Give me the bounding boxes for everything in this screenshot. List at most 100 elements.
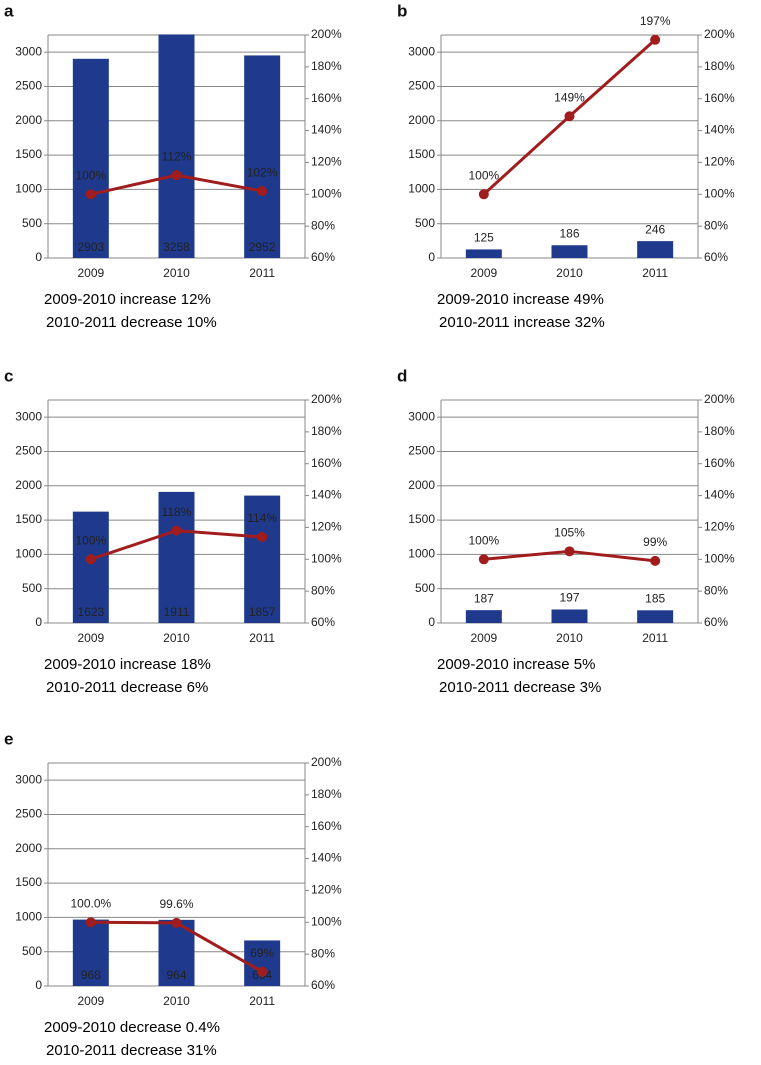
line-marker	[257, 186, 268, 197]
y-tick-label: 1500	[408, 147, 435, 161]
y2-tick-label: 160%	[704, 456, 735, 470]
bar-value-label: 186	[559, 226, 579, 240]
y2-tick-label: 60%	[311, 615, 335, 629]
line-marker	[564, 111, 575, 122]
y2-tick-label: 80%	[704, 218, 728, 232]
y2-tick-label: 60%	[704, 250, 728, 264]
x-tick-label: 2009	[77, 631, 104, 645]
bar	[465, 610, 502, 623]
chart-panel: a 0 500 1000 1500 2000 2500 3000 60% 80% 100% 120% 1…	[4, 1, 342, 330]
x-tick-label: 2011	[249, 266, 275, 280]
bar	[72, 919, 109, 986]
y2-tick-label: 160%	[704, 91, 735, 105]
chart-panel: d 0 500 1000 1500 2000 2500 3000 60% 80% 100% 120% 1…	[397, 366, 735, 695]
y-tick-label: 0	[428, 250, 435, 264]
bar	[637, 610, 674, 623]
bar-value-label: 185	[645, 591, 665, 605]
bar	[465, 249, 502, 258]
x-tick-label: 2011	[642, 631, 668, 645]
caption: 2009-2010 increase 49%	[437, 291, 604, 308]
y2-tick-label: 200%	[311, 27, 342, 41]
y-tick-label: 3000	[15, 772, 42, 786]
line-marker	[85, 917, 96, 928]
y-tick-label: 500	[22, 216, 42, 230]
panel-label: c	[4, 366, 13, 385]
line-value-label: 100%	[75, 168, 106, 182]
line-value-label: 118%	[162, 505, 192, 519]
x-tick-label: 2011	[249, 631, 275, 645]
y2-tick-label: 120%	[704, 520, 735, 534]
y2-tick-label: 80%	[311, 218, 335, 232]
y2-tick-label: 100%	[311, 551, 342, 565]
x-tick-label: 2010	[163, 994, 190, 1008]
y2-tick-label: 100%	[704, 186, 735, 200]
panel-label: d	[397, 366, 407, 385]
x-tick-label: 2011	[249, 994, 275, 1008]
bar-value-label: 968	[81, 968, 101, 982]
y2-tick-label: 60%	[704, 615, 728, 629]
bar	[244, 495, 281, 623]
y2-tick-label: 140%	[704, 123, 735, 137]
line-value-label: 100%	[468, 168, 499, 182]
x-tick-label: 2009	[77, 266, 104, 280]
y2-tick-label: 140%	[704, 488, 735, 502]
y2-tick-label: 140%	[311, 851, 342, 865]
y-tick-label: 1000	[15, 547, 42, 561]
chart-panel: b 0 500 1000 1500 2000 2500 3000 60% 80% 100% 120% 1…	[397, 1, 735, 330]
bar	[551, 245, 588, 258]
y-tick-label: 2000	[15, 478, 42, 492]
bar	[72, 58, 109, 258]
bar-value-label: 125	[474, 231, 494, 245]
bar	[158, 34, 195, 258]
y-tick-label: 2500	[408, 79, 435, 93]
line-value-label: 105%	[554, 525, 585, 539]
y-tick-label: 3000	[408, 409, 435, 423]
y-tick-label: 500	[415, 581, 435, 595]
y-tick-label: 2500	[408, 444, 435, 458]
y2-tick-label: 180%	[704, 424, 735, 438]
y-tick-label: 0	[35, 250, 42, 264]
y2-tick-label: 180%	[311, 787, 342, 801]
y2-tick-label: 140%	[311, 123, 342, 137]
caption: 2009-2010 increase 12%	[44, 291, 211, 308]
line-marker	[85, 189, 96, 200]
line-marker	[478, 554, 489, 565]
chart-panel: e 0 500 1000 1500 2000 2500 3000 60% 80% 100% 120% 1…	[4, 729, 342, 1058]
y2-tick-label: 100%	[704, 551, 735, 565]
caption: 2009-2010 decrease 0.4%	[44, 1019, 220, 1036]
x-tick-label: 2010	[556, 631, 583, 645]
y2-tick-label: 120%	[311, 155, 342, 169]
y-tick-label: 1500	[15, 875, 42, 889]
y2-tick-label: 80%	[311, 583, 335, 597]
bar-value-label: 3258	[163, 240, 190, 254]
bar	[551, 609, 588, 623]
y2-tick-label: 120%	[311, 520, 342, 534]
line-value-label: 114%	[247, 511, 277, 525]
line-marker	[478, 189, 489, 200]
bar-value-label: 187	[474, 591, 494, 605]
y2-tick-label: 200%	[311, 392, 342, 406]
x-tick-label: 2010	[163, 631, 190, 645]
line-value-label: 100%	[468, 533, 499, 547]
caption: 2010-2011 decrease 10%	[46, 314, 217, 331]
y2-tick-label: 60%	[311, 250, 335, 264]
line-value-label: 112%	[162, 149, 192, 163]
caption: 2010-2011 decrease 3%	[439, 679, 601, 696]
y2-tick-label: 200%	[311, 755, 342, 769]
panel-label: a	[4, 1, 14, 20]
y-tick-label: 500	[22, 581, 42, 595]
bar	[637, 241, 674, 258]
y-tick-label: 500	[22, 944, 42, 958]
y2-tick-label: 120%	[704, 155, 735, 169]
y-tick-label: 2500	[15, 444, 42, 458]
bar-value-label: 964	[166, 968, 186, 982]
y-tick-label: 500	[415, 216, 435, 230]
y-tick-label: 2500	[15, 807, 42, 821]
bar-value-label: 1911	[164, 605, 190, 619]
y2-tick-label: 100%	[311, 914, 342, 928]
y-tick-label: 3000	[15, 44, 42, 58]
line-marker	[85, 554, 96, 565]
y-tick-label: 1000	[408, 182, 435, 196]
